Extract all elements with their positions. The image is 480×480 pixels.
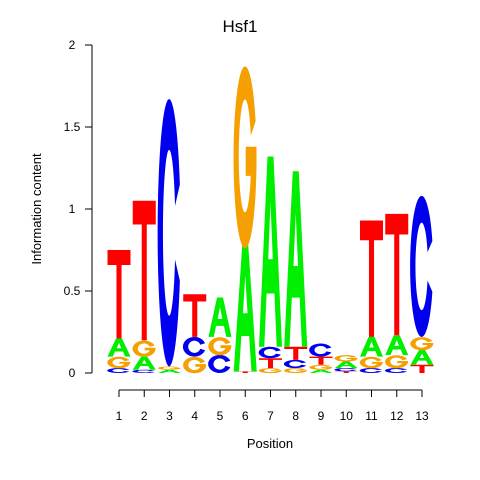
y-tick-label: 1 <box>69 202 76 216</box>
logo-letter-T-pos-13 <box>410 364 434 373</box>
logo-letter-T-pos-11 <box>360 220 383 337</box>
y-tick-label: 0 <box>69 366 76 380</box>
x-tick-label: 1 <box>116 409 123 423</box>
logo-letter-C-pos-3 <box>157 99 180 367</box>
x-tick-label: 13 <box>415 409 429 423</box>
x-tick-label: 2 <box>141 409 148 423</box>
logo-letter-C-pos-7 <box>258 346 281 359</box>
logo-letter-A-pos-12 <box>385 335 409 355</box>
logo-letter-G-pos-4 <box>183 356 207 374</box>
x-ticks: 1 2 3 4 5 6 7 8 9 10 11 12 13 <box>116 390 429 423</box>
logo-letter-C-pos-8 <box>283 359 307 369</box>
logo-letter-G-pos-11 <box>359 356 383 369</box>
logo-letter-A-pos-8 <box>284 171 308 347</box>
logo-letter-C-pos-10 <box>334 368 357 372</box>
x-tick-label: 9 <box>318 409 325 423</box>
chart-title: Hsf1 <box>223 17 258 36</box>
logo-letter-G-pos-3 <box>157 366 181 370</box>
logo-letter-A-pos-11 <box>360 336 383 357</box>
logo-letter-A-pos-9 <box>309 369 333 373</box>
logo-letter-G-pos-13 <box>410 337 434 351</box>
logo-letter-T-pos-10 <box>334 371 358 373</box>
logo-letter-C-pos-5 <box>208 354 231 373</box>
x-tick-label: 7 <box>267 409 274 423</box>
logo-letter-A-pos-1 <box>107 338 131 357</box>
logo-letter-A-pos-7 <box>259 156 282 347</box>
logo-letters <box>107 66 434 374</box>
logo-letter-A-pos-3 <box>158 369 181 373</box>
logo-letter-A-pos-6 <box>233 245 257 372</box>
x-tick-label: 10 <box>340 409 354 423</box>
x-tick-label: 5 <box>217 409 224 423</box>
logo-letter-C-pos-1 <box>107 368 130 373</box>
logo-letter-T-pos-7 <box>259 358 282 369</box>
logo-letter-C-pos-9 <box>309 343 332 357</box>
logo-letter-T-pos-2 <box>132 200 156 341</box>
logo-letter-T-pos-1 <box>107 250 131 339</box>
logo-letter-T-pos-12 <box>385 213 409 336</box>
logo-letter-C-pos-13 <box>410 195 433 337</box>
logo-letter-G-pos-6 <box>233 66 257 249</box>
logo-letter-A-pos-5 <box>208 297 232 337</box>
x-tick-label: 12 <box>390 409 404 423</box>
logo-letter-C-pos-4 <box>182 336 206 357</box>
logo-letter-C-pos-2 <box>132 369 155 373</box>
logo-letter-T-pos-4 <box>183 294 207 337</box>
x-tick-label: 3 <box>166 409 173 423</box>
y-tick-label: 2 <box>69 38 76 52</box>
logo-letter-A-pos-2 <box>132 356 156 370</box>
logo-letter-T-pos-6 <box>233 371 257 373</box>
logo-letter-T-pos-9 <box>309 356 333 365</box>
logo-letter-G-pos-8 <box>284 368 308 374</box>
logo-letter-G-pos-2 <box>132 340 156 357</box>
x-axis: 1 2 3 4 5 6 7 8 9 10 11 12 13 <box>116 389 429 423</box>
y-tick-label: 1.5 <box>64 120 81 134</box>
y-ticks: 0 0.5 1 1.5 2 <box>64 38 92 380</box>
y-axis: 0 0.5 1 1.5 2 <box>64 38 93 380</box>
logo-letter-C-pos-12 <box>384 368 408 373</box>
logo-letter-C-pos-11 <box>359 368 382 373</box>
logo-letter-G-pos-12 <box>385 355 409 369</box>
y-axis-label: Information content <box>29 153 44 265</box>
logo-letter-T-pos-8 <box>284 346 308 360</box>
x-tick-label: 11 <box>365 409 378 423</box>
logo-letter-G-pos-5 <box>208 337 232 356</box>
y-tick-label: 0.5 <box>64 284 81 298</box>
x-tick-label: 6 <box>242 409 249 423</box>
logo-letter-G-pos-1 <box>107 356 131 369</box>
logo-letter-G-pos-7 <box>258 368 282 374</box>
logo-letter-A-pos-10 <box>334 361 358 369</box>
x-tick-label: 4 <box>191 409 198 423</box>
x-axis-label: Position <box>247 436 293 451</box>
x-tick-label: 8 <box>292 409 299 423</box>
logo-letter-G-pos-9 <box>309 364 333 370</box>
logo-letter-A-pos-13 <box>410 350 434 365</box>
logo-letter-G-pos-10 <box>334 355 358 362</box>
